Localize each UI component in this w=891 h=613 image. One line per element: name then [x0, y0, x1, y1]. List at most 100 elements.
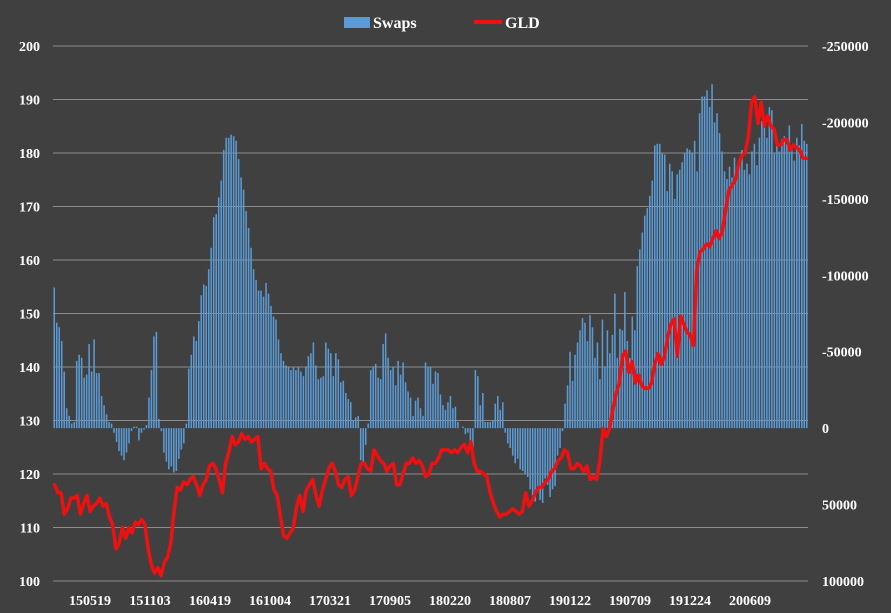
left-axis-tick-label: 120: [19, 468, 40, 483]
swaps-bar: [140, 428, 143, 433]
swaps-bar: [175, 428, 178, 471]
swaps-bar: [437, 373, 439, 429]
swaps-bar: [212, 217, 215, 429]
swaps-bar: [728, 166, 731, 429]
x-axis-tick-label: 180220: [429, 594, 471, 608]
swaps-bar: [566, 385, 569, 429]
swaps-bar: [397, 360, 399, 429]
swaps-bar: [798, 145, 801, 429]
swaps-bar: [128, 428, 130, 444]
swaps-bar: [292, 367, 295, 429]
swaps-bar: [544, 428, 546, 479]
swaps-bar: [497, 396, 499, 429]
right-axis-tick-label: -250000: [822, 40, 869, 55]
swaps-bar: [327, 348, 330, 429]
swaps-bar: [265, 282, 267, 429]
swaps-bar: [335, 353, 337, 429]
swaps-bar: [656, 143, 659, 429]
swaps-bar: [758, 137, 761, 429]
swaps-bar: [337, 359, 340, 429]
swaps-bar: [315, 365, 317, 429]
swaps-bar: [546, 428, 549, 485]
swaps-bar: [357, 415, 360, 429]
swaps-bar: [781, 139, 783, 429]
swaps-bar: [614, 293, 616, 429]
swaps-bar: [731, 177, 733, 429]
swaps-bar: [487, 422, 489, 429]
swaps-bar: [277, 339, 280, 429]
swaps-bar: [290, 370, 292, 429]
left-axis-tick-label: 200: [19, 40, 40, 55]
swaps-bar: [115, 428, 118, 442]
swaps-bar: [399, 374, 402, 429]
swaps-bar: [805, 143, 808, 429]
swaps-bar: [295, 370, 297, 429]
swaps-bar: [604, 367, 606, 429]
swaps-bar: [482, 392, 484, 429]
left-axis-tick-label: 150: [19, 308, 40, 323]
swaps-bar: [444, 409, 447, 429]
x-axis-tick-label: 200609: [729, 594, 771, 608]
swaps-bar: [606, 330, 609, 429]
x-axis-tick-label: 190709: [609, 594, 651, 608]
swaps-bar: [58, 327, 60, 429]
swaps-bar: [237, 159, 240, 429]
swaps-bar: [591, 327, 594, 429]
swaps-bar: [766, 137, 768, 429]
x-axis-tick-label: 151103: [129, 594, 170, 608]
swaps-bar: [489, 422, 492, 429]
swaps-bar: [257, 290, 260, 429]
right-axis-tick-label: -50000: [822, 346, 862, 361]
swaps-bar: [310, 353, 312, 429]
swaps-bar: [123, 428, 125, 461]
swaps-bar: [352, 420, 355, 429]
swaps-bar: [345, 392, 347, 429]
right-axis-tick-label: 50000: [822, 499, 857, 514]
swaps-bar: [539, 428, 541, 500]
swaps-bar: [529, 428, 531, 490]
swaps-bar: [429, 367, 432, 429]
swaps-bar: [778, 151, 781, 429]
swaps-bar: [801, 123, 803, 429]
swaps-bar: [242, 189, 245, 429]
swaps-bar: [88, 344, 90, 429]
swaps-bar: [103, 405, 105, 429]
swaps-bar: [217, 197, 220, 429]
x-axis-tick-label: 170321: [309, 594, 351, 608]
swaps-bar: [65, 408, 68, 429]
swaps-bar: [703, 96, 706, 429]
swaps-bar: [200, 295, 203, 429]
swaps-bar: [222, 149, 225, 429]
swaps-bar: [761, 120, 763, 429]
swaps-bar: [419, 408, 422, 429]
swaps-bar: [743, 169, 746, 429]
swaps-bar: [78, 354, 80, 429]
swaps-bar: [783, 136, 786, 429]
swaps-bar: [68, 415, 70, 429]
swaps-bar: [479, 405, 482, 429]
swaps-bar: [143, 428, 145, 430]
gld-line: [52, 95, 809, 578]
swaps-bar: [382, 344, 384, 429]
swaps-bar: [374, 363, 377, 429]
swaps-bar: [285, 365, 287, 429]
swaps-bar: [678, 169, 681, 429]
swaps-bar: [706, 90, 708, 429]
left-axis-tick-label: 110: [20, 522, 40, 537]
swaps-bar: [661, 153, 663, 429]
swaps-bar: [688, 149, 691, 429]
swaps-bar: [601, 319, 604, 429]
swaps-bar: [681, 162, 683, 429]
swaps-bar: [322, 376, 325, 429]
swaps-bar: [255, 279, 257, 429]
swaps-bar: [262, 296, 265, 429]
left-axis-tick-label: 180: [19, 147, 40, 162]
swaps-bar: [225, 137, 227, 429]
swaps-bar: [280, 353, 282, 429]
swaps-bar: [793, 160, 796, 429]
swaps-bar: [305, 367, 307, 429]
swaps-bar: [472, 428, 474, 449]
swaps-bar: [803, 140, 806, 429]
swaps-bar: [639, 249, 641, 429]
